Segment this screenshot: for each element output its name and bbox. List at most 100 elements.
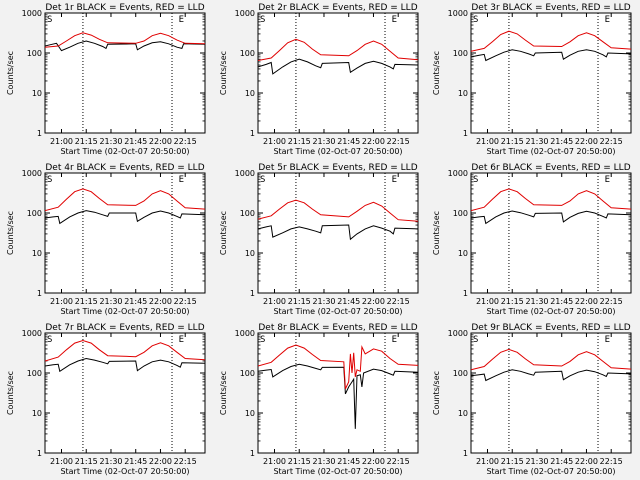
x-tick-label: 22:15	[600, 297, 623, 306]
x-axis-label: Start Time (02-Oct-07 20:50:00)	[273, 467, 402, 476]
time-marker-s: S	[47, 335, 52, 345]
detector-panel: Det 3r BLACK = Events, RED = LLD 1 10 100 10…	[432, 3, 632, 156]
x-tick-label: 21:15	[75, 297, 98, 306]
x-tick-label: 21:45	[124, 137, 147, 146]
x-tick-label: 22:15	[174, 297, 197, 306]
x-tick-label: 21:45	[550, 297, 573, 306]
y-tick-label: 1000	[22, 169, 42, 178]
y-tick-label: 1000	[22, 329, 42, 338]
time-marker-s: S	[47, 175, 52, 185]
y-tick-label: 1000	[235, 329, 255, 338]
y-tick-label: 100	[27, 209, 42, 218]
lld-rate-line	[471, 188, 631, 212]
x-tick-label: 21:00	[50, 457, 73, 466]
panel-title: Det 4r BLACK = Events, RED = LLD	[45, 163, 204, 173]
x-tick-label: 21:00	[476, 457, 499, 466]
x-tick-label: 21:15	[288, 137, 311, 146]
lld-rate-line	[258, 38, 418, 61]
events-rate-line	[45, 40, 205, 52]
y-tick-label: 10	[32, 249, 42, 258]
y-tick-label: 100	[240, 49, 255, 58]
y-axis-label: Counts/sec	[219, 51, 228, 95]
x-tick-label: 22:15	[387, 137, 410, 146]
x-tick-label: 21:15	[501, 297, 524, 306]
plot-area	[257, 332, 419, 454]
lld-rate-line	[45, 188, 205, 212]
x-tick-label: 21:45	[124, 297, 147, 306]
x-tick-label: 22:15	[387, 297, 410, 306]
x-tick-label: 21:30	[312, 457, 335, 466]
plot-area	[44, 332, 206, 454]
x-tick-label: 21:00	[476, 297, 499, 306]
y-tick-label: 1000	[235, 169, 255, 178]
panel-title: Det 5r BLACK = Events, RED = LLD	[258, 163, 417, 173]
y-tick-label: 1000	[235, 9, 255, 18]
y-tick-label: 1	[463, 289, 468, 298]
lld-rate-line	[471, 348, 631, 371]
panel-title: Det 8r BLACK = Events, RED = LLD	[258, 323, 417, 333]
time-marker-e: E	[179, 15, 184, 25]
x-axis-label: Start Time (02-Oct-07 20:50:00)	[273, 307, 402, 316]
x-tick-label: 22:00	[149, 457, 172, 466]
y-axis-label: Counts/sec	[6, 51, 15, 95]
x-tick-label: 22:00	[575, 137, 598, 146]
y-tick-label: 10	[458, 89, 468, 98]
x-tick-label: 21:15	[75, 457, 98, 466]
y-tick-label: 100	[27, 369, 42, 378]
x-tick-label: 21:00	[50, 297, 73, 306]
time-marker-s: S	[260, 15, 265, 25]
lld-rate-line	[258, 199, 418, 222]
y-axis-label: Counts/sec	[432, 51, 441, 95]
panel-title: Det 1r BLACK = Events, RED = LLD	[45, 3, 204, 13]
time-marker-e: E	[605, 335, 610, 345]
y-tick-label: 1	[250, 129, 255, 138]
x-tick-label: 22:15	[174, 457, 197, 466]
time-marker-e: E	[392, 15, 397, 25]
y-tick-label: 1000	[22, 9, 42, 18]
y-axis-label: Counts/sec	[6, 211, 15, 255]
y-axis-label: Counts/sec	[432, 211, 441, 255]
time-marker-s: S	[260, 175, 265, 185]
x-tick-label: 22:00	[575, 297, 598, 306]
panel-title: Det 7r BLACK = Events, RED = LLD	[45, 323, 204, 333]
plot-area	[257, 12, 419, 134]
time-marker-s: S	[473, 335, 478, 345]
time-marker-e: E	[392, 175, 397, 185]
time-marker-e: E	[179, 175, 184, 185]
events-rate-line	[258, 363, 418, 429]
x-tick-label: 21:45	[337, 297, 360, 306]
x-tick-label: 21:45	[550, 457, 573, 466]
plot-area	[470, 172, 632, 294]
x-tick-label: 22:00	[362, 457, 385, 466]
x-tick-label: 22:15	[174, 137, 197, 146]
events-rate-line	[258, 224, 418, 241]
x-tick-label: 22:15	[600, 137, 623, 146]
y-tick-label: 100	[27, 49, 42, 58]
x-tick-label: 21:15	[75, 137, 98, 146]
plot-area	[470, 12, 632, 134]
x-tick-label: 22:00	[362, 137, 385, 146]
y-axis-label: Counts/sec	[219, 211, 228, 255]
events-rate-line	[471, 210, 631, 225]
x-axis-label: Start Time (02-Oct-07 20:50:00)	[60, 307, 189, 316]
lld-rate-line	[258, 344, 418, 390]
x-tick-label: 21:30	[99, 297, 122, 306]
x-tick-label: 21:30	[312, 297, 335, 306]
y-axis-label: Counts/sec	[6, 371, 15, 415]
events-rate-line	[45, 210, 205, 225]
x-tick-label: 21:00	[476, 137, 499, 146]
events-rate-line	[258, 58, 418, 75]
y-tick-label: 1	[37, 129, 42, 138]
x-tick-label: 21:15	[501, 137, 524, 146]
y-tick-label: 10	[458, 249, 468, 258]
y-tick-label: 100	[453, 369, 468, 378]
detector-panel: Det 9r BLACK = Events, RED = LLD 1 10 100 10…	[432, 323, 632, 476]
x-tick-label: 21:00	[263, 137, 286, 146]
detector-panel: Det 7r BLACK = Events, RED = LLD 1 10 100 10…	[6, 323, 206, 476]
panel-title: Det 6r BLACK = Events, RED = LLD	[471, 163, 630, 173]
detector-panel: Det 6r BLACK = Events, RED = LLD 1 10 100 10…	[432, 163, 632, 316]
x-tick-label: 21:00	[50, 137, 73, 146]
x-tick-label: 21:00	[263, 457, 286, 466]
x-tick-label: 21:00	[263, 297, 286, 306]
